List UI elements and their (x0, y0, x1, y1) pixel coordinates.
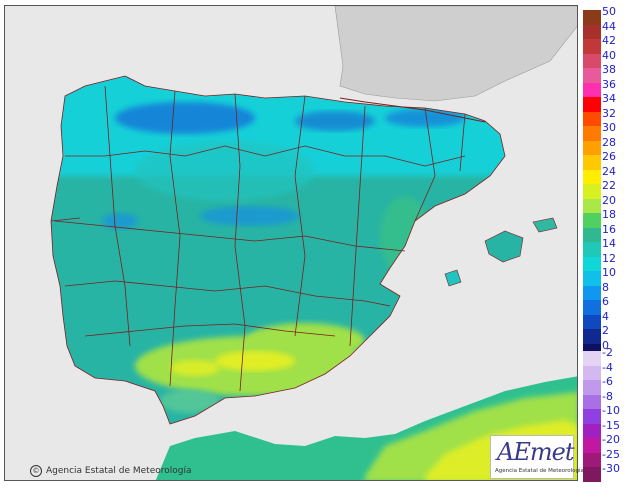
legend-label: 32 (602, 106, 616, 120)
legend-label: 18 (602, 208, 616, 221)
legend-swatch (583, 140, 601, 155)
legend-swatch (583, 271, 601, 286)
copyright-icon: © (30, 465, 42, 477)
legend-swatch (583, 242, 601, 257)
legend-swatch (583, 365, 601, 380)
credit-text: Agencia Estatal de Meteorología (46, 466, 192, 476)
legend-label: -8 (602, 389, 613, 403)
legend-label: 42 (602, 34, 616, 47)
temperature-legend: 50 44 42 40 38 36 34 32 30 28 26 24 22 20 18 16 14 12 10 8 6… (583, 5, 629, 482)
temperature-map (50, 6, 577, 480)
france-landmass (334, 6, 577, 102)
legend-swatch (583, 467, 601, 482)
legend-label: 22 (602, 179, 616, 192)
legend-label: 8 (602, 280, 609, 294)
legend-label: 14 (602, 237, 616, 250)
legend-label: -10 (602, 404, 620, 417)
legend-swatch (583, 68, 601, 83)
legend-label: -6 (602, 375, 613, 388)
legend-swatch (583, 380, 601, 395)
legend-swatch (583, 82, 601, 97)
menorca-island (532, 217, 558, 233)
legend-label: -2 (602, 346, 613, 359)
legend-label: -25 (602, 447, 620, 461)
legend-label: 28 (602, 135, 616, 149)
legend-swatch (583, 394, 601, 409)
legend-swatch (583, 329, 601, 344)
legend-swatch (583, 423, 601, 438)
legend-label: -4 (602, 360, 613, 374)
legend-swatch (583, 10, 601, 25)
map-panel (4, 5, 578, 481)
mallorca-island (484, 230, 524, 263)
legend-label: 36 (602, 77, 616, 91)
legend-swatch (583, 409, 601, 424)
legend-label: 12 (602, 251, 616, 265)
logo-wordmark: AEmet (497, 438, 574, 466)
legend-swatch (583, 300, 601, 315)
legend-swatch (583, 111, 601, 126)
legend-label: 16 (602, 222, 616, 236)
legend-swatch (583, 227, 601, 242)
legend-label: 10 (602, 266, 616, 279)
aemet-logo: AEmet Agencia Estatal de Meteorología (490, 435, 584, 479)
legend-swatch (583, 351, 601, 366)
legend-label: 50 (602, 5, 616, 18)
legend-label: 0 (602, 338, 609, 352)
legend-swatch (583, 314, 601, 329)
logo-subtitle: Agencia Estatal de Meteorología (495, 468, 584, 474)
legend-label: -30 (602, 462, 620, 475)
legend-label: 40 (602, 48, 616, 62)
legend-swatch (583, 97, 601, 112)
legend-swatch (583, 24, 601, 39)
legend-swatch (583, 452, 601, 467)
province-borders (50, 75, 506, 425)
legend-label: 20 (602, 193, 616, 207)
temperature-fields (51, 76, 505, 413)
legend-swatch (583, 184, 601, 199)
ibiza-island (444, 269, 462, 287)
legend-label: 30 (602, 121, 616, 134)
legend-swatch (583, 438, 601, 453)
legend-label: -15 (602, 418, 620, 432)
pyrenees-border (339, 97, 486, 123)
legend-label: 38 (602, 63, 616, 76)
legend-label: 6 (602, 295, 609, 308)
legend-label: 26 (602, 150, 616, 163)
legend-label: -20 (602, 433, 620, 446)
legend-swatch (583, 213, 601, 228)
legend-label: 4 (602, 309, 609, 323)
legend-swatch (583, 256, 601, 271)
legend-swatch (583, 169, 601, 184)
legend-label: 2 (602, 324, 609, 337)
legend-swatch (583, 198, 601, 213)
credit-line: © Agencia Estatal de Meteorología (30, 465, 192, 477)
legend-swatch (583, 39, 601, 54)
legend-label: 24 (602, 164, 616, 178)
legend-swatch (583, 285, 601, 300)
legend-swatch (583, 155, 601, 170)
legend-swatch (583, 53, 601, 68)
legend-swatch (583, 126, 601, 141)
legend-label: 44 (602, 19, 616, 33)
legend-label: 34 (602, 92, 616, 105)
